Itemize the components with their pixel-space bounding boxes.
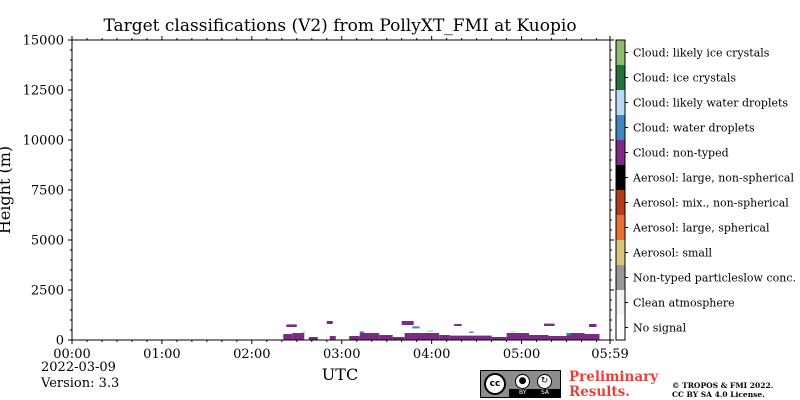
x-tick-label: 01:00	[143, 347, 180, 362]
colorbar-swatch	[616, 190, 625, 215]
x-tick-label: 04:00	[413, 347, 450, 362]
cc-logo-icon: cc	[484, 373, 506, 395]
colorbar-label: No signal	[633, 322, 687, 335]
colorbar: No signal Clean atmosphere Non-typed parti…	[615, 39, 796, 341]
x-tick-label: 03:00	[323, 347, 360, 362]
y-axis: 0 2500 5000 7500 10000 12500 15000	[23, 34, 614, 349]
y-tick-label: 7500	[31, 184, 64, 199]
echo-cell	[286, 324, 297, 327]
echo-cell	[326, 321, 333, 324]
x-tick-label: 05:59	[591, 347, 628, 362]
x-axis: 00:00 01:00 02:00 03:00 04:00 05:00 05:59	[53, 36, 629, 362]
colorbar-swatch	[616, 40, 625, 65]
colorbar-swatch	[616, 215, 625, 240]
colorbar-label: Aerosol: small	[632, 247, 712, 260]
echo-cell	[589, 324, 597, 327]
x-tick-label: 02:00	[233, 347, 270, 362]
echo-cell	[439, 335, 450, 340]
share-alike-icon: ↻	[537, 374, 552, 389]
version-label: Version: 3.3	[41, 376, 120, 391]
echo-cell	[449, 335, 492, 340]
colorbar-label: Cloud: ice crystals	[633, 72, 736, 85]
license-strip: BY SA	[509, 389, 560, 397]
y-axis-label: Height (m)	[0, 146, 14, 234]
echo-cell	[329, 336, 336, 340]
y-tick-label: 12500	[23, 84, 64, 99]
colorbar-swatch	[616, 165, 625, 190]
echo-cell	[509, 331, 516, 333]
x-axis-label: UTC	[322, 365, 358, 384]
echo-cell	[584, 334, 600, 340]
x-tick-label: 05:00	[503, 347, 540, 362]
colorbar-swatch	[616, 240, 625, 265]
sa-label: SA	[541, 389, 550, 396]
colorbar-swatch	[616, 90, 625, 115]
colorbar-swatch	[616, 290, 625, 315]
echo-cell	[349, 336, 360, 340]
echo-cell	[454, 324, 462, 326]
echo-cell	[401, 321, 414, 325]
colorbar-swatch	[616, 265, 625, 290]
y-tick-label: 5000	[31, 234, 64, 249]
colorbar-swatch	[616, 65, 625, 90]
chart-title: Target classifications (V2) from PollyXT…	[103, 16, 577, 36]
colorbar-label: Non-typed particleslow conc.	[633, 272, 796, 285]
colorbar-label: Cloud: likely ice crystals	[633, 47, 770, 60]
cc-license-badge-icon: cc ● ↻ BY SA	[480, 370, 561, 398]
attribution-person-icon: ●	[515, 374, 530, 389]
echo-cell	[301, 331, 306, 333]
echo-cell	[491, 337, 507, 340]
colorbar-swatch	[616, 315, 625, 340]
echo-cell	[283, 334, 293, 340]
y-tick-label: 15000	[23, 34, 64, 49]
echo-cell	[548, 336, 567, 340]
colorbar-label: Cloud: non-typed	[633, 147, 729, 160]
echo-cell	[506, 333, 530, 340]
y-tick-label: 0	[56, 334, 64, 349]
colorbar-swatch	[616, 115, 625, 140]
echo-cell	[379, 335, 393, 340]
by-label: BY	[519, 389, 527, 396]
echo-cell	[308, 337, 318, 340]
echo-cell	[529, 335, 549, 340]
echo-layer	[283, 321, 600, 340]
echo-cell	[469, 331, 474, 333]
colorbar-label: Aerosol: large, spherical	[632, 222, 770, 235]
echo-cell	[359, 331, 365, 333]
colorbar-label: Clean atmosphere	[633, 297, 735, 310]
colorbar-label: Aerosol: mix., non-spherical	[632, 197, 789, 210]
license-text: CC BY SA 4.0 License.	[672, 390, 765, 399]
measurement-date: 2022-03-09	[41, 360, 116, 375]
y-tick-label: 2500	[31, 284, 64, 299]
plot-frame	[71, 39, 611, 341]
colorbar-label: Cloud: water droplets	[633, 122, 755, 135]
colorbar-label: Aerosol: large, non-spherical	[632, 172, 794, 185]
echo-cell	[544, 323, 555, 326]
echo-cell	[404, 333, 440, 340]
colorbar-frame	[615, 39, 626, 341]
copyright-text: © TROPOS & FMI 2022.	[672, 381, 774, 390]
preliminary-label-2: Results.	[569, 384, 630, 400]
preliminary-label: Preliminary	[569, 369, 659, 385]
echo-cell	[359, 333, 380, 340]
echo-cell	[392, 337, 405, 340]
echo-cell	[292, 333, 305, 340]
echo-cell	[427, 330, 434, 332]
colorbar-label: Cloud: likely water droplets	[633, 97, 788, 110]
echo-cell	[566, 333, 572, 335]
echo-cell	[566, 333, 585, 340]
echo-cell	[412, 326, 420, 329]
colorbar-swatch	[616, 140, 625, 165]
x-tick-label: 00:00	[53, 347, 90, 362]
y-tick-label: 10000	[23, 134, 64, 149]
